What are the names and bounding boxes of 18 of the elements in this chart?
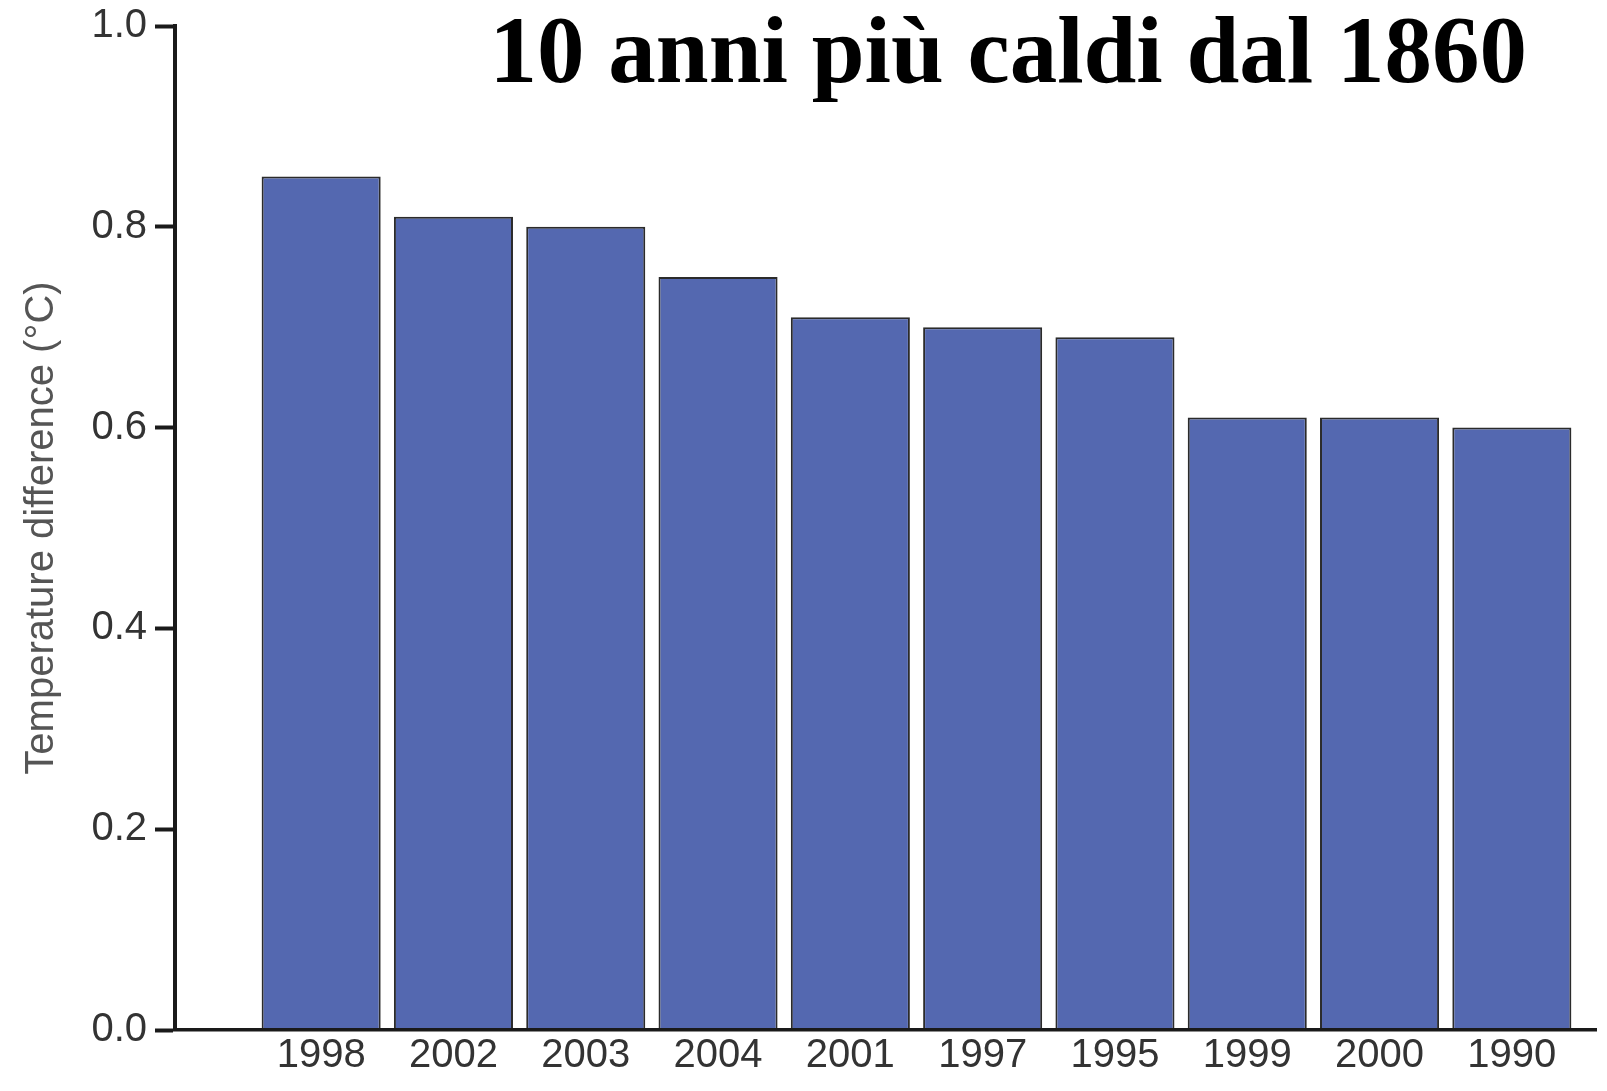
x-tick-label: 2001: [805, 1031, 895, 1076]
x-tick-label: 1990: [1467, 1031, 1557, 1076]
x-tick-label: 1998: [276, 1031, 366, 1076]
y-tick-label: 0.4: [91, 603, 147, 648]
y-tick-label: 0.6: [91, 402, 147, 447]
x-tick-label: 1995: [1070, 1031, 1160, 1076]
x-tick-label: 2000: [1335, 1031, 1425, 1076]
y-tick-label: 0.8: [91, 201, 147, 246]
chart-title: 10 anni più caldi dal 1860: [489, 0, 1527, 103]
y-tick-label: 1.0: [91, 1, 147, 46]
x-tick-label: 2002: [408, 1031, 498, 1076]
x-tick-label: 1997: [938, 1031, 1028, 1076]
y-tick-label: 0.2: [91, 804, 147, 849]
y-axis-title: Temperature difference (°C): [17, 281, 62, 775]
x-tick-label: 2004: [673, 1031, 763, 1076]
y-tick-label: 0.0: [91, 1005, 147, 1050]
x-tick-label: 1999: [1202, 1031, 1292, 1076]
x-tick-label: 2003: [541, 1031, 631, 1076]
